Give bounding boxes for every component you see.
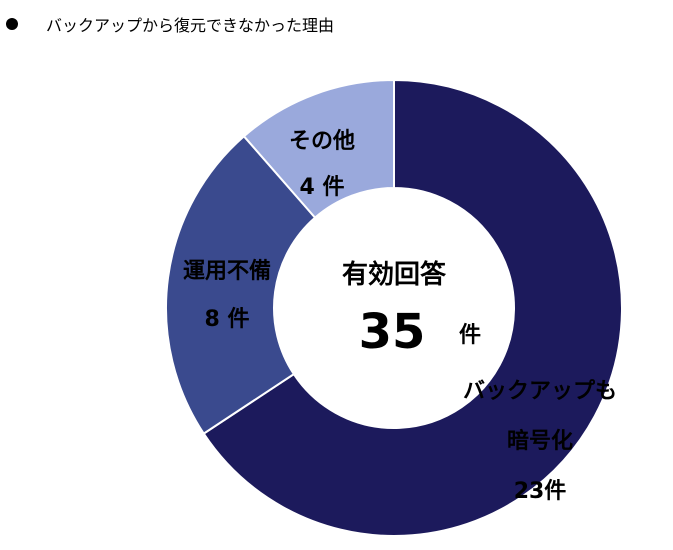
slice-label-2-line-1: 運用不備	[183, 258, 271, 284]
slice-3	[242, 78, 395, 220]
slice-label-1-line-2: 暗号化	[507, 428, 573, 454]
slice-label-1: バックアップも暗号化 23件	[463, 379, 617, 504]
slice-label-3-line-2: 4 件	[300, 175, 345, 200]
slice-label-3-line-1: その他	[289, 129, 355, 154]
slice-label-2: 運用不備 8 件	[183, 258, 271, 332]
slice-label-2-line-2: 8 件	[205, 307, 250, 332]
slice-labels-group: バックアップも暗号化 23件 運用不備 8 件 その他 4 件	[183, 129, 617, 504]
chart-title: バックアップから復元できなかった理由	[46, 16, 335, 35]
slice-label-1-line-1: バックアップも	[463, 379, 617, 404]
slice-2	[165, 134, 317, 435]
title-row: バックアップから復元できなかった理由	[6, 12, 334, 36]
bullet-icon	[6, 18, 18, 30]
center-unit: 件	[459, 323, 481, 348]
center-label: 有効回答	[342, 259, 447, 290]
slices-group	[165, 78, 623, 537]
slice-label-3: その他 4 件	[289, 129, 355, 200]
slice-1	[202, 78, 623, 537]
slice-label-1-line-3: 23件	[514, 479, 567, 504]
center-total: 35	[359, 304, 426, 360]
